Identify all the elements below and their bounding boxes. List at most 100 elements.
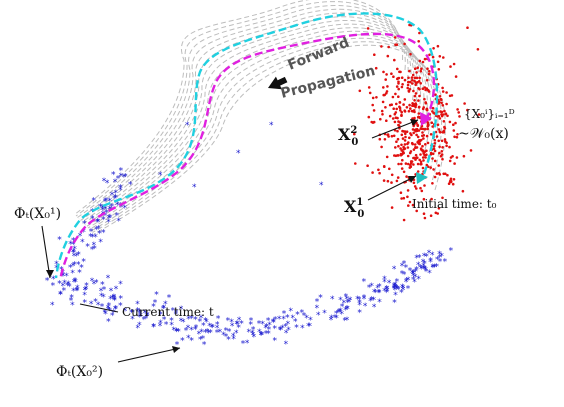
svg-text:*: * — [422, 260, 427, 270]
svg-text:*: * — [355, 295, 360, 305]
svg-text:*: * — [92, 244, 97, 254]
svg-text:*: * — [93, 233, 98, 243]
svg-text:*: * — [252, 333, 257, 343]
svg-text:*: * — [61, 282, 66, 292]
svg-text:*: * — [340, 303, 345, 313]
svg-text:*: * — [357, 309, 362, 319]
svg-text:*: * — [96, 301, 101, 311]
svg-text:*: * — [83, 286, 88, 296]
svg-text:*: * — [411, 272, 416, 282]
svg-text:*: * — [393, 281, 398, 291]
svg-text:*: * — [169, 321, 174, 331]
svg-text:*: * — [210, 323, 215, 333]
svg-text:*: * — [423, 266, 428, 276]
svg-text:*: * — [343, 306, 348, 316]
svg-text:*: * — [230, 322, 235, 332]
svg-text:*: * — [179, 317, 184, 327]
svg-text:*: * — [85, 242, 90, 252]
svg-text:*: * — [382, 287, 387, 297]
svg-text:*: * — [273, 316, 278, 326]
svg-text:*: * — [239, 319, 244, 329]
svg-text:*: * — [362, 277, 367, 287]
svg-text:*: * — [245, 339, 250, 349]
svg-text:*: * — [357, 301, 362, 311]
svg-text:*: * — [107, 301, 112, 311]
svg-text:*: * — [69, 293, 74, 303]
svg-text:*: * — [348, 296, 353, 306]
svg-text:*: * — [417, 253, 422, 263]
svg-text:*: * — [330, 295, 335, 305]
svg-text:*: * — [70, 301, 75, 311]
svg-text:*: * — [422, 265, 427, 275]
x0-2-label: X2 0 — [338, 125, 358, 148]
svg-text:*: * — [280, 324, 285, 334]
svg-text:*: * — [201, 321, 206, 331]
svg-text:*: * — [50, 301, 55, 311]
svg-text:*: * — [237, 316, 242, 326]
svg-text:*: * — [186, 315, 191, 325]
svg-text:*: * — [392, 284, 397, 294]
svg-text:*: * — [362, 295, 367, 305]
svg-text:*: * — [294, 323, 299, 333]
svg-text:*: * — [151, 323, 156, 333]
forward-arrow-icon — [268, 76, 288, 90]
svg-text:*: * — [118, 202, 123, 212]
svg-text:*: * — [267, 326, 272, 336]
svg-text:*: * — [408, 266, 413, 276]
svg-text:*: * — [201, 334, 206, 344]
svg-text:*: * — [100, 280, 105, 290]
svg-text:*: * — [302, 312, 307, 322]
svg-text:*: * — [205, 327, 210, 337]
svg-text:*: * — [286, 320, 291, 330]
svg-text:*: * — [432, 263, 437, 273]
svg-text:*: * — [100, 303, 105, 313]
cyan-trajectory — [54, 12, 439, 279]
svg-text:*: * — [338, 307, 343, 317]
svg-text:*: * — [392, 282, 397, 292]
svg-text:*: * — [227, 328, 232, 338]
svg-text:*: * — [231, 335, 236, 345]
svg-text:*: * — [158, 171, 163, 181]
annotation-arrowheads — [46, 119, 418, 353]
svg-text:*: * — [72, 252, 77, 262]
svg-text:*: * — [404, 276, 409, 286]
svg-text:*: * — [78, 232, 83, 242]
svg-text:*: * — [81, 258, 86, 268]
svg-text:*: * — [337, 308, 342, 318]
svg-text:*: * — [143, 309, 148, 319]
svg-text:*: * — [103, 308, 108, 318]
svg-text:*: * — [385, 289, 390, 299]
svg-text:*: * — [158, 311, 163, 321]
svg-text:*: * — [250, 329, 255, 339]
svg-text:*: * — [90, 277, 95, 287]
phi2-pointer — [117, 347, 181, 363]
svg-text:*: * — [412, 269, 417, 279]
svg-text:*: * — [236, 149, 241, 159]
svg-text:*: * — [422, 252, 427, 262]
svg-text:*: * — [104, 197, 109, 207]
svg-text:*: * — [103, 205, 108, 215]
svg-text:*: * — [393, 283, 398, 293]
svg-text:*: * — [435, 262, 440, 272]
svg-text:*: * — [145, 312, 150, 322]
svg-text:*: * — [334, 310, 339, 320]
svg-text:*: * — [308, 322, 313, 332]
svg-text:*: * — [423, 265, 428, 275]
svg-text:*: * — [114, 285, 119, 295]
svg-text:*: * — [131, 309, 136, 319]
svg-text:*: * — [401, 284, 406, 294]
svg-text:*: * — [80, 238, 85, 248]
svg-text:*: * — [428, 257, 433, 267]
svg-text:*: * — [260, 320, 265, 330]
svg-text:*: * — [110, 294, 115, 304]
svg-text:*: * — [393, 286, 398, 296]
svg-text:*: * — [306, 322, 311, 332]
svg-text:*: * — [69, 297, 74, 307]
svg-text:*: * — [300, 309, 305, 319]
svg-text:*: * — [175, 341, 180, 351]
svg-text:*: * — [235, 320, 240, 330]
svg-text:*: * — [281, 315, 286, 325]
svg-text:*: * — [128, 181, 133, 191]
